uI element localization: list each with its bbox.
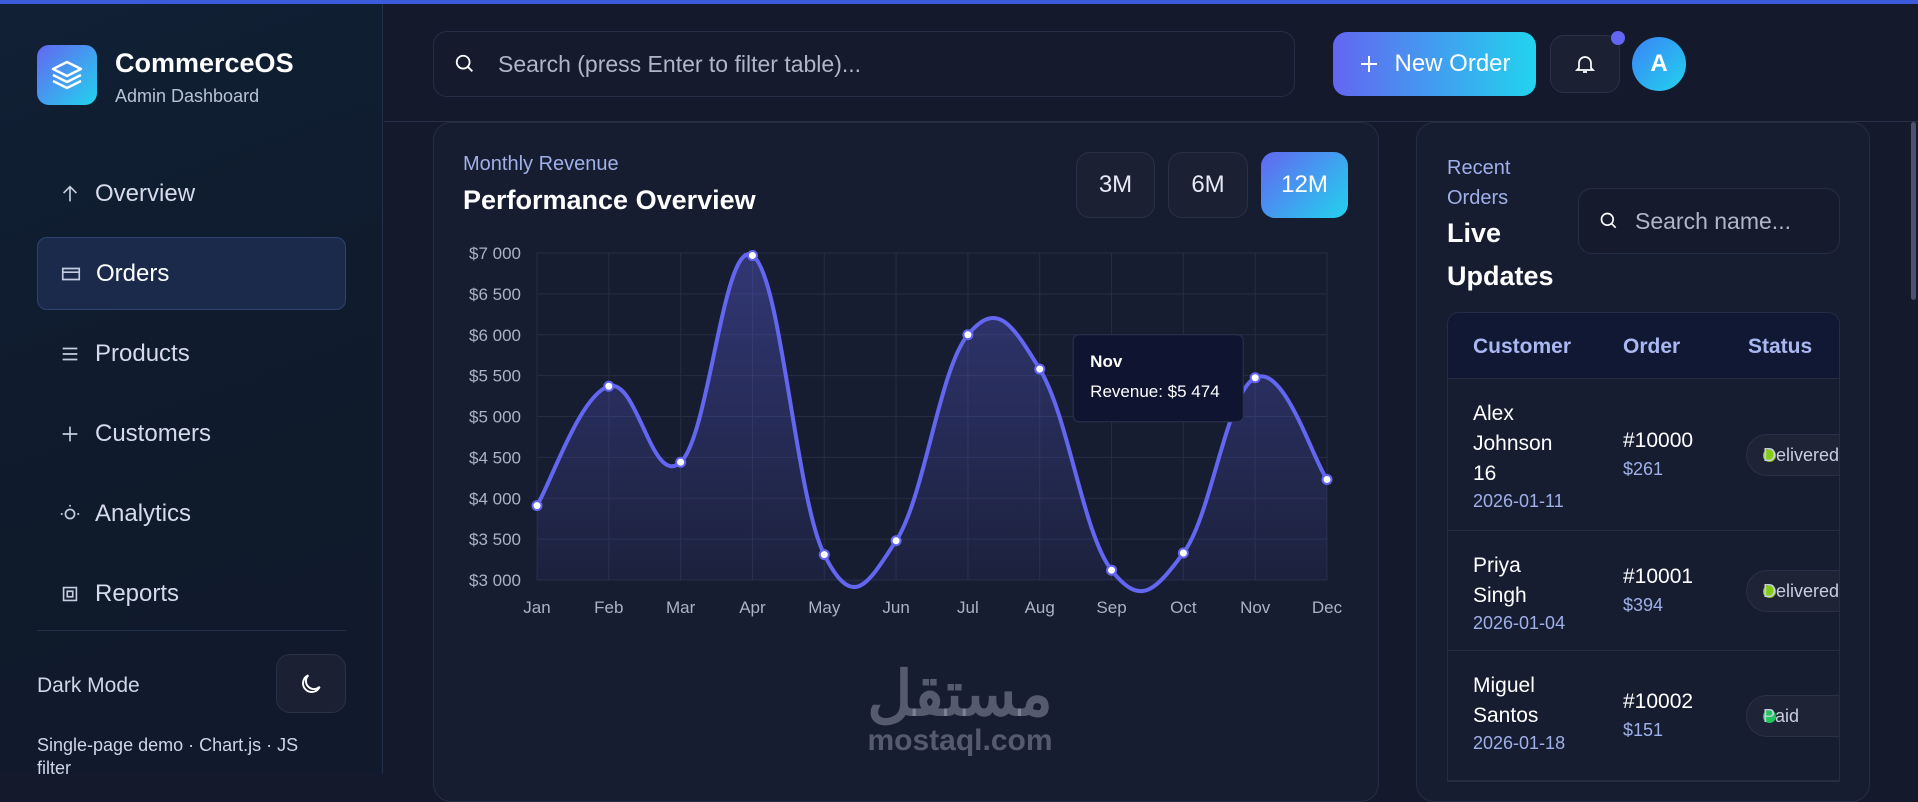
orders-subtitle: Recent Orders <box>1447 157 1511 209</box>
nav-label: Overview <box>95 179 196 207</box>
status-pill: Delivered <box>1746 434 1840 476</box>
table-header: Customer Order Status <box>1448 313 1839 379</box>
customer-name: Miguel Santos <box>1473 674 1539 727</box>
header-border <box>384 121 1918 122</box>
chart-subtitle: Monthly Revenue <box>463 153 619 175</box>
search-placeholder: Search (press Enter to filter table)... <box>498 50 862 77</box>
nav-item[interactable]: Products <box>37 317 346 390</box>
column-header: Status <box>1748 335 1813 358</box>
sidebar <box>0 4 383 774</box>
order-amount: $151 <box>1623 720 1664 740</box>
column-header: Order <box>1623 335 1681 358</box>
order-date: 2026-01-11 <box>1473 491 1564 511</box>
nav-icon <box>62 586 78 601</box>
nav-item[interactable]: Analytics <box>37 477 346 550</box>
table-row: Miguel Santos 2026-01-18 #10002 $151 Paid <box>1448 651 1839 781</box>
order-amount: $261 <box>1623 459 1664 479</box>
orders-table: Customer Order Status Alex Johnson 16 2026-0… <box>1447 312 1840 782</box>
status-dot <box>1763 584 1776 598</box>
watermark-arabic: مستقل <box>867 660 1053 729</box>
nav-label: Customers <box>95 419 212 447</box>
watermark-latin: mostaql.com <box>867 724 1053 757</box>
order-id: #10000 <box>1623 429 1694 452</box>
customer-name: Priya Singh <box>1473 554 1527 607</box>
nav-label: Products <box>95 339 190 367</box>
order-id: #10002 <box>1623 690 1694 713</box>
nav-icon <box>61 267 81 280</box>
nav-item[interactable]: Customers <box>37 397 346 470</box>
column-header: Customer <box>1473 335 1572 358</box>
order-date: 2026-01-04 <box>1473 613 1566 633</box>
orders-search-placeholder: Search name... <box>1635 207 1791 234</box>
range-button[interactable]: 3M <box>1076 152 1155 218</box>
status-dot <box>1763 709 1776 723</box>
divider <box>37 630 346 631</box>
range-button[interactable]: 12M <box>1261 152 1348 218</box>
brand-tagline: Admin Dashboard <box>115 86 260 106</box>
brand-name: CommerceOS <box>115 48 294 78</box>
nav-item[interactable]: Reports <box>37 557 346 630</box>
range-button[interactable]: 6M <box>1168 152 1248 218</box>
status-label: Delivered <box>1763 580 1840 601</box>
nav-item[interactable]: Overview <box>37 157 346 230</box>
status-dot <box>1763 448 1776 462</box>
footer-note: Single-page demo · Chart.js · JS filter <box>37 735 299 778</box>
table-row: Alex Johnson 16 2026-01-11 #10000 $261 Deliv… <box>1448 379 1839 531</box>
nav-item[interactable]: Orders <box>37 237 346 310</box>
table-row: Priya Singh 2026-01-04 #10001 $394 Delivered <box>1448 531 1839 651</box>
notifications-button[interactable] <box>1550 35 1620 93</box>
orders-title: Live Updates <box>1447 218 1554 291</box>
logo <box>37 45 97 105</box>
nav-icon <box>62 426 78 441</box>
status-pill: Paid <box>1746 695 1839 737</box>
theme-toggle[interactable] <box>276 654 346 713</box>
nav-label: Orders <box>96 259 170 287</box>
status-pill: Delivered <box>1746 570 1840 612</box>
nav-label: Reports <box>95 579 180 607</box>
customer-name: Alex Johnson 16 <box>1473 402 1553 485</box>
new-order-label: New Order <box>1394 50 1511 77</box>
orders-search[interactable]: Search name... <box>1578 188 1840 254</box>
nav-icon <box>60 504 80 519</box>
notification-dot <box>1611 31 1625 45</box>
chart-title: Performance Overview <box>463 185 756 215</box>
new-order-button[interactable]: New Order <box>1333 32 1536 96</box>
scrollbar <box>1911 122 1916 300</box>
top-accent <box>0 0 1918 4</box>
order-amount: $394 <box>1623 595 1664 615</box>
dark-mode-label: Dark Mode <box>37 674 140 697</box>
nav-label: Analytics <box>95 499 192 527</box>
avatar[interactable]: A <box>1632 37 1686 91</box>
status-label: Paid <box>1763 705 1800 726</box>
order-date: 2026-01-18 <box>1473 733 1566 753</box>
order-id: #10001 <box>1623 565 1694 588</box>
nav-icon <box>62 184 78 201</box>
status-label: Delivered <box>1763 444 1840 465</box>
search-box[interactable]: Search (press Enter to filter table)... <box>433 31 1295 97</box>
nav-icon <box>62 347 78 360</box>
